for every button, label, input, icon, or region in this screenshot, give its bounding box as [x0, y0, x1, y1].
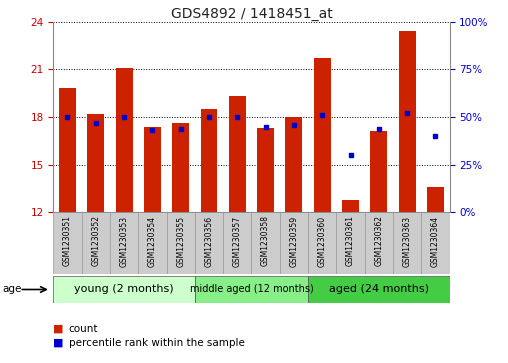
- Text: GSM1230358: GSM1230358: [261, 215, 270, 266]
- Bar: [257, 128, 274, 212]
- Text: GSM1230362: GSM1230362: [374, 215, 384, 266]
- Text: GSM1230351: GSM1230351: [63, 215, 72, 266]
- Bar: [195, 276, 308, 303]
- Bar: [280, 212, 308, 274]
- Text: GSM1230355: GSM1230355: [176, 215, 185, 266]
- Text: GSM1230357: GSM1230357: [233, 215, 242, 266]
- Bar: [110, 212, 138, 274]
- Bar: [365, 212, 393, 274]
- Bar: [251, 212, 280, 274]
- Text: GSM1230356: GSM1230356: [205, 215, 213, 266]
- Text: GSM1230354: GSM1230354: [148, 215, 157, 266]
- Text: ■: ■: [53, 338, 64, 348]
- Bar: [87, 114, 104, 212]
- Text: count: count: [69, 323, 98, 334]
- Bar: [167, 212, 195, 274]
- Text: GSM1230360: GSM1230360: [318, 215, 327, 266]
- Bar: [144, 127, 161, 212]
- Bar: [53, 276, 195, 303]
- Bar: [427, 187, 444, 212]
- Text: ■: ■: [53, 323, 64, 334]
- Bar: [59, 89, 76, 212]
- Text: percentile rank within the sample: percentile rank within the sample: [69, 338, 244, 348]
- Title: GDS4892 / 1418451_at: GDS4892 / 1418451_at: [171, 7, 332, 21]
- Bar: [393, 212, 421, 274]
- Bar: [285, 117, 302, 212]
- Bar: [116, 68, 133, 212]
- Bar: [370, 131, 387, 212]
- Text: GSM1230352: GSM1230352: [91, 215, 100, 266]
- Text: aged (24 months): aged (24 months): [329, 285, 429, 294]
- Text: age: age: [3, 285, 22, 294]
- Bar: [53, 212, 82, 274]
- Bar: [421, 212, 450, 274]
- Bar: [336, 212, 365, 274]
- Text: young (2 months): young (2 months): [74, 285, 174, 294]
- Bar: [82, 212, 110, 274]
- Text: GSM1230363: GSM1230363: [403, 215, 411, 266]
- Text: GSM1230359: GSM1230359: [290, 215, 298, 266]
- Bar: [229, 97, 246, 212]
- Bar: [342, 200, 359, 212]
- Bar: [399, 31, 416, 212]
- Text: GSM1230361: GSM1230361: [346, 215, 355, 266]
- Text: middle aged (12 months): middle aged (12 months): [189, 285, 313, 294]
- Text: GSM1230353: GSM1230353: [119, 215, 129, 266]
- Bar: [308, 212, 336, 274]
- Bar: [223, 212, 251, 274]
- Bar: [172, 123, 189, 212]
- Bar: [314, 58, 331, 212]
- Bar: [195, 212, 223, 274]
- Bar: [308, 276, 450, 303]
- Bar: [201, 109, 217, 212]
- Text: GSM1230364: GSM1230364: [431, 215, 440, 266]
- Bar: [138, 212, 167, 274]
